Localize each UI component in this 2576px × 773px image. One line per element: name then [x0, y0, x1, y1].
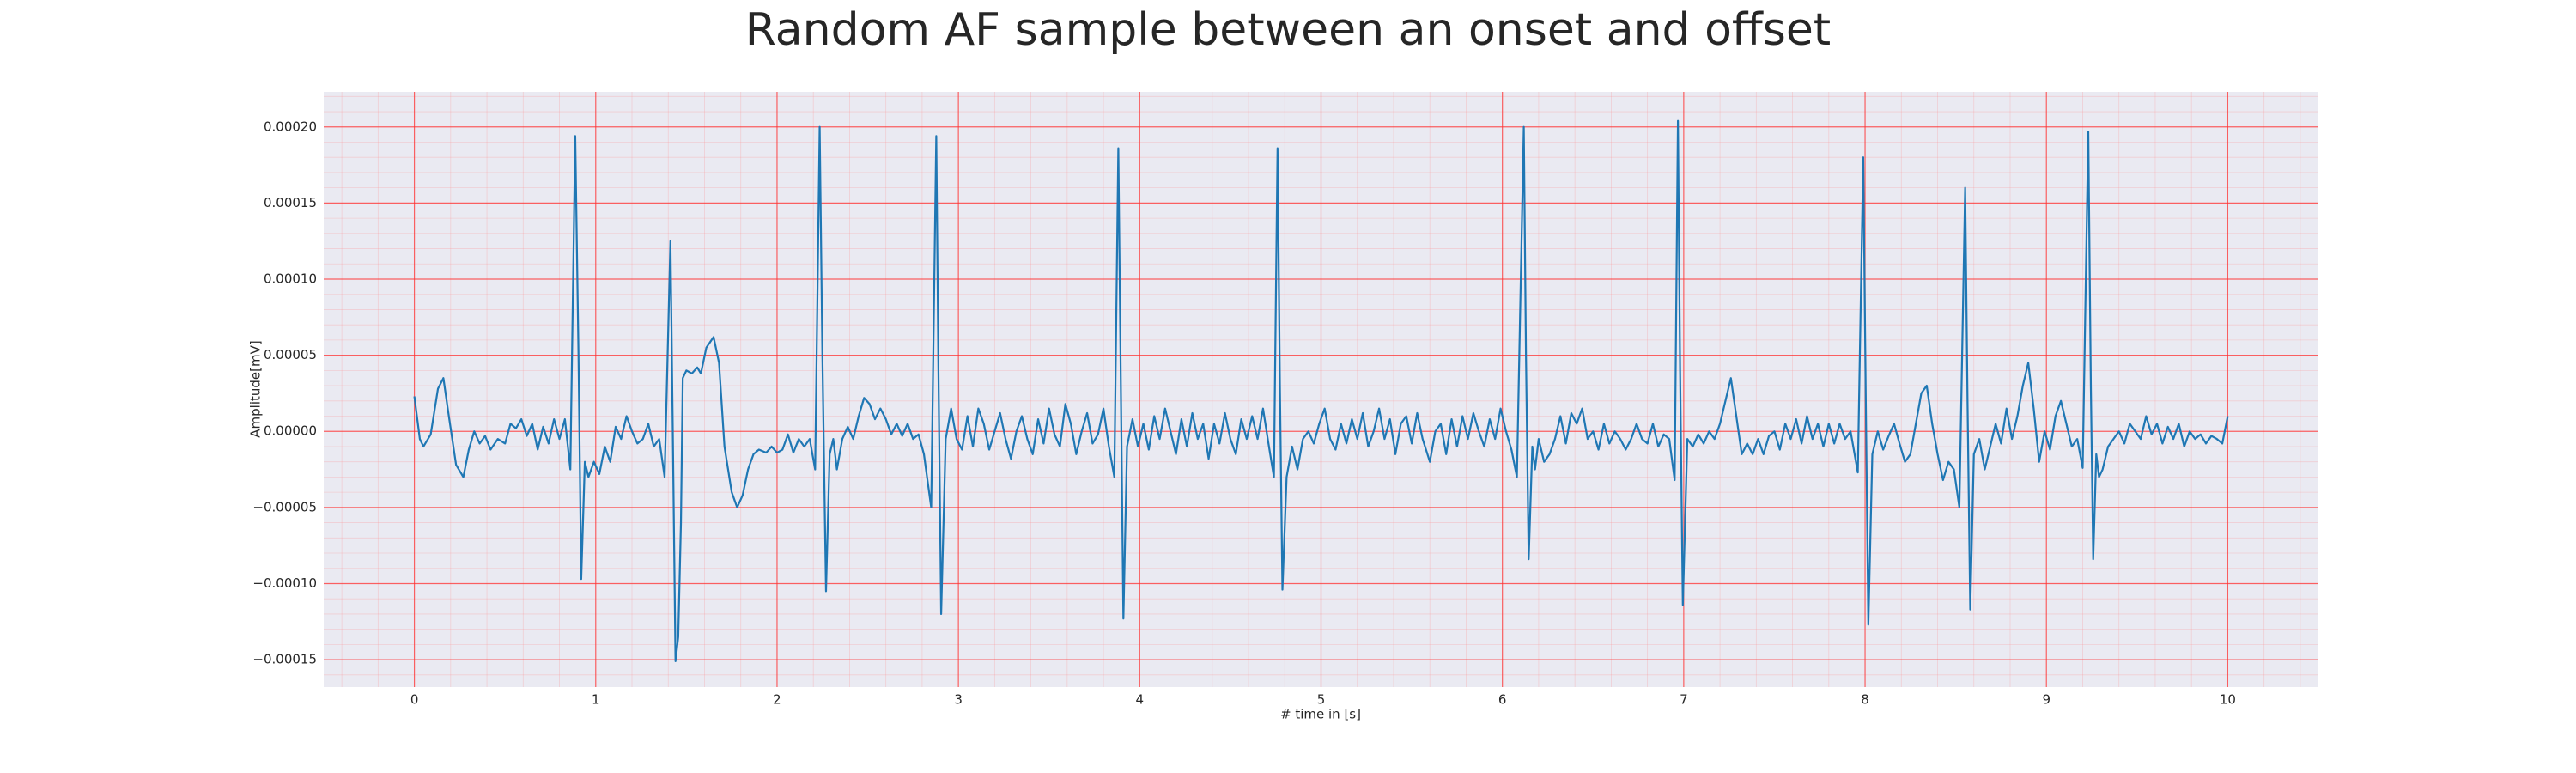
plot-area [324, 92, 2318, 687]
y-tick-label: 0.00000 [264, 423, 317, 439]
x-tick-label: 3 [954, 692, 963, 708]
x-tick-label: 8 [1861, 692, 1869, 708]
x-tick-label: 6 [1498, 692, 1507, 708]
x-tick-label: 0 [410, 692, 419, 708]
x-tick-label: 1 [592, 692, 600, 708]
x-tick-label: 10 [2220, 692, 2236, 708]
x-tick-label: 7 [1680, 692, 1688, 708]
y-tick-label: 0.00020 [264, 119, 317, 134]
x-tick-label: 9 [2042, 692, 2050, 708]
y-tick-label: −0.00005 [252, 499, 317, 514]
x-tick-label: 2 [773, 692, 781, 708]
x-tick-label: 5 [1317, 692, 1326, 708]
y-tick-label: −0.00015 [252, 652, 317, 667]
x-axis-label: # time in [s] [1280, 707, 1361, 722]
y-tick-label: 0.00005 [264, 347, 317, 362]
y-axis-label: Amplitude[mV] [248, 340, 264, 437]
signal-line [413, 119, 2229, 662]
y-tick-label: 0.00015 [264, 195, 317, 210]
chart-title: Random AF sample between an onset and of… [745, 4, 1831, 56]
y-tick-label: −0.00010 [252, 575, 317, 591]
y-tick-label: 0.00010 [264, 271, 317, 287]
x-tick-label: 4 [1136, 692, 1145, 708]
